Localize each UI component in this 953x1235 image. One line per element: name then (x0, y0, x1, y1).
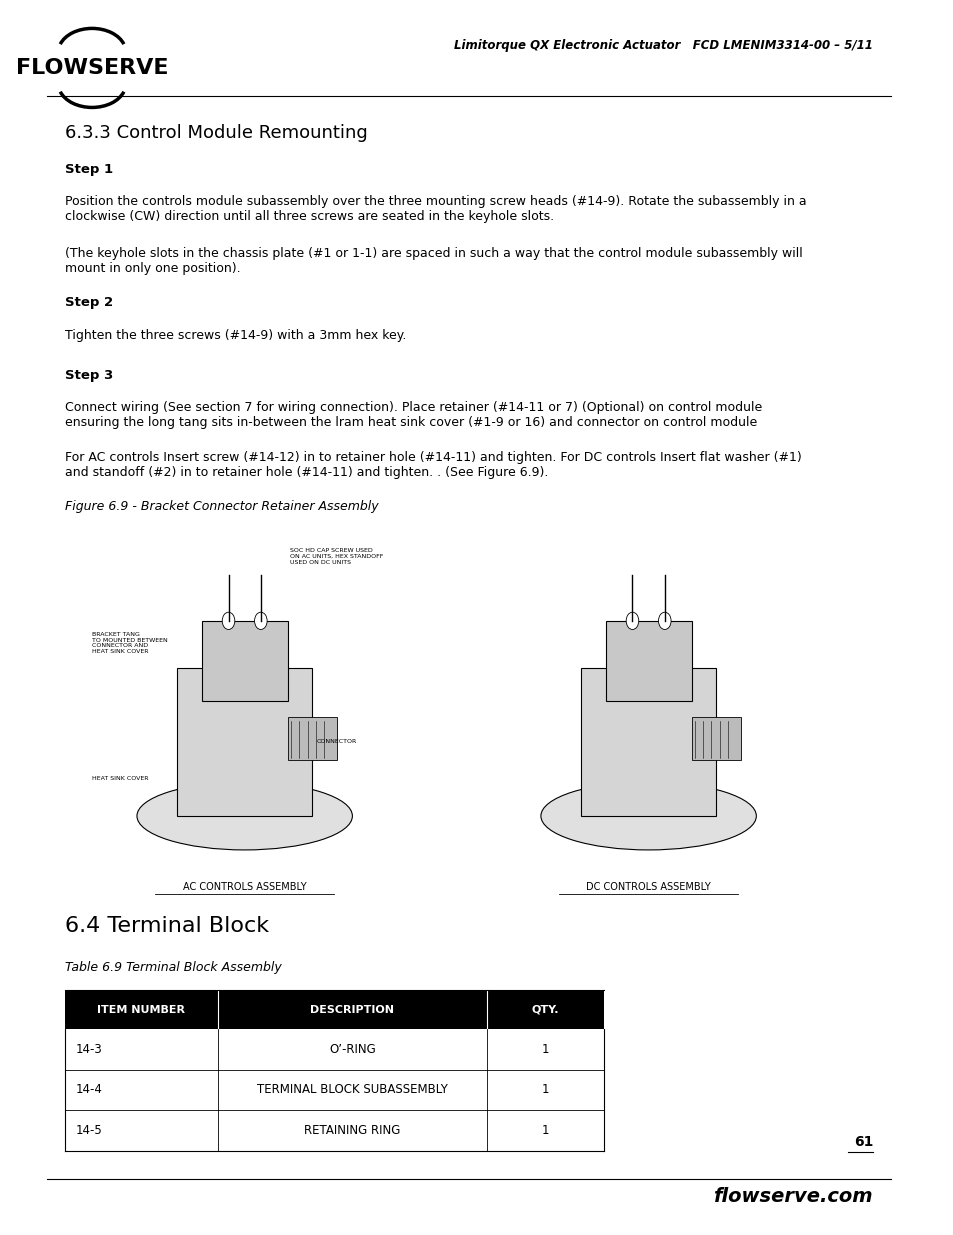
Text: Table 6.9 Terminal Block Assembly: Table 6.9 Terminal Block Assembly (65, 961, 281, 974)
FancyBboxPatch shape (201, 621, 288, 701)
Text: Figure 6.9 - Bracket Connector Retainer Assembly: Figure 6.9 - Bracket Connector Retainer … (65, 500, 378, 514)
Circle shape (625, 613, 639, 630)
Text: 61: 61 (853, 1135, 872, 1149)
Text: SOC HD CAP SCREW USED
ON AC UNITS, HEX STANDOFF
USED ON DC UNITS: SOC HD CAP SCREW USED ON AC UNITS, HEX S… (290, 548, 382, 564)
Text: 1: 1 (541, 1042, 549, 1056)
Text: For AC controls Insert screw (#14-12) in to retainer hole (#14-11) and tighten. : For AC controls Insert screw (#14-12) in… (65, 451, 801, 479)
Text: BRACKET TANG
TO MOUNTED BETWEEN
CONNECTOR AND
HEAT SINK COVER: BRACKET TANG TO MOUNTED BETWEEN CONNECTO… (92, 632, 168, 655)
Text: Connect wiring (See section 7 for wiring connection). Place retainer (#14-11 or : Connect wiring (See section 7 for wiring… (65, 401, 761, 430)
Text: Step 2: Step 2 (65, 296, 113, 310)
Text: 1: 1 (541, 1083, 549, 1097)
FancyBboxPatch shape (288, 718, 336, 761)
Bar (65, 990, 603, 1029)
Text: DESCRIPTION: DESCRIPTION (310, 1004, 394, 1015)
FancyBboxPatch shape (580, 668, 715, 816)
Circle shape (222, 613, 234, 630)
Text: 6.4 Terminal Block: 6.4 Terminal Block (65, 916, 269, 936)
Text: Position the controls module subassembly over the three mounting screw heads (#1: Position the controls module subassembly… (65, 195, 806, 224)
Text: 14-3: 14-3 (76, 1042, 103, 1056)
Text: (The keyhole slots in the chassis plate (#1 or 1-1) are spaced in such a way tha: (The keyhole slots in the chassis plate … (65, 247, 802, 275)
Text: DC CONTROLS ASSEMBLY: DC CONTROLS ASSEMBLY (586, 882, 710, 892)
Text: QTY.: QTY. (531, 1004, 558, 1015)
Text: AC CONTROLS ASSEMBLY: AC CONTROLS ASSEMBLY (183, 882, 306, 892)
Text: 14-4: 14-4 (76, 1083, 103, 1097)
Text: HEAT SINK COVER: HEAT SINK COVER (92, 777, 149, 782)
Text: FLOWSERVE: FLOWSERVE (16, 58, 168, 78)
Text: flowserve.com: flowserve.com (713, 1187, 872, 1205)
Text: ITEM NUMBER: ITEM NUMBER (97, 1004, 185, 1015)
Text: 14-5: 14-5 (76, 1124, 103, 1137)
Ellipse shape (540, 782, 756, 850)
Text: 6.3.3 Control Module Remounting: 6.3.3 Control Module Remounting (65, 124, 368, 142)
FancyBboxPatch shape (691, 718, 740, 761)
FancyBboxPatch shape (605, 621, 691, 701)
FancyBboxPatch shape (177, 668, 312, 816)
Text: TERMINAL BLOCK SUBASSEMBLY: TERMINAL BLOCK SUBASSEMBLY (256, 1083, 447, 1097)
Text: Limitorque QX Electronic Actuator   FCD LMENIM3314-00 – 5/11: Limitorque QX Electronic Actuator FCD LM… (454, 40, 872, 52)
Circle shape (658, 613, 670, 630)
Text: Tighten the three screws (#14-9) with a 3mm hex key.: Tighten the three screws (#14-9) with a … (65, 329, 406, 342)
Text: CONNECTOR: CONNECTOR (316, 740, 356, 745)
Text: 1: 1 (541, 1124, 549, 1137)
Text: Step 1: Step 1 (65, 163, 113, 177)
Text: RETAINING RING: RETAINING RING (304, 1124, 400, 1137)
Ellipse shape (137, 782, 352, 850)
Text: O’-RING: O’-RING (329, 1042, 375, 1056)
Circle shape (254, 613, 267, 630)
Text: Step 3: Step 3 (65, 369, 113, 383)
